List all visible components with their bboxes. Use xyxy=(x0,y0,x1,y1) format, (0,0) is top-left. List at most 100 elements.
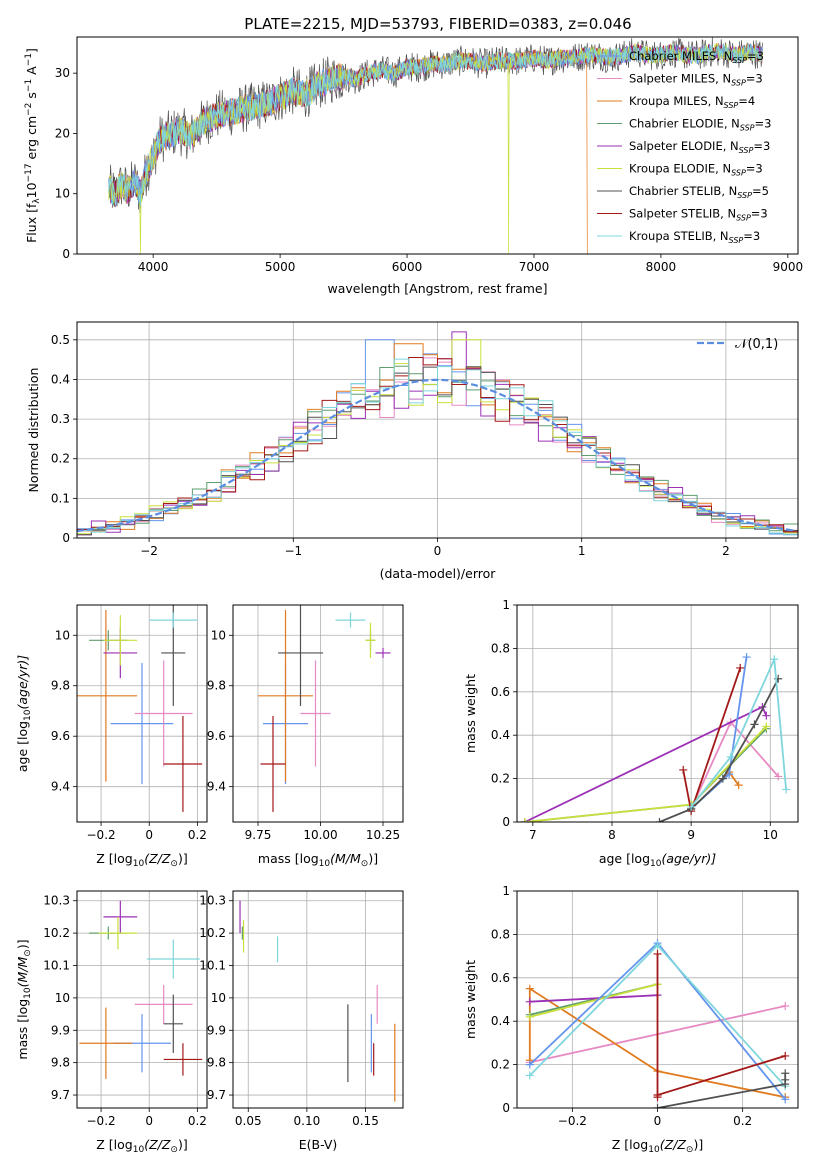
point-marker xyxy=(781,1069,790,1078)
errorbar-salpeter-stelib xyxy=(163,1043,203,1076)
x-tick-label: 4000 xyxy=(138,260,169,274)
axes-frame xyxy=(516,604,799,823)
plot-area xyxy=(108,37,763,254)
x-tick-label: 9 xyxy=(687,828,695,842)
axes-frame xyxy=(232,890,404,1109)
y-tick-label: 0.2 xyxy=(491,772,510,786)
errorbar-salpeter-elodie xyxy=(375,647,391,658)
series-line xyxy=(524,728,767,822)
point-marker xyxy=(762,711,771,720)
point-marker xyxy=(525,1071,534,1080)
y-tick-label: 9.6 xyxy=(51,729,70,743)
mass-vs-extinction-panel: 0.05 0.10 0.15 9.7 9.8 9.9 10 10.1 10.2 10.3 E(B-V… xyxy=(199,890,404,1152)
axes-frame xyxy=(76,321,799,539)
x-tick-label: 0 xyxy=(434,544,442,558)
axes-frame xyxy=(516,890,799,1109)
x-tick-label: 10.00 xyxy=(303,828,337,842)
y-tick-label: 0.2 xyxy=(491,1058,510,1072)
series-kroupa-miles xyxy=(687,768,743,813)
y-axis-label: Flux [fλ10−17 erg cm−2 s−1 A−1] xyxy=(24,48,42,243)
series-kroupa-stelib xyxy=(687,655,791,811)
series-chabrier-stelib xyxy=(655,674,783,822)
point-marker xyxy=(742,653,751,662)
x-tick-label: 8000 xyxy=(646,260,677,274)
series-salpeter-stelib xyxy=(653,949,790,1102)
series-chabrier-stelib xyxy=(653,1069,790,1108)
x-axis-label: mass [log10(M/M⊙)] xyxy=(258,851,378,869)
x-tick-label: 0.10 xyxy=(294,1114,321,1128)
errorbar-kroupa-stelib xyxy=(335,612,366,628)
legend-label: 𝒩(0,1) xyxy=(735,337,778,352)
y-tick-label: 10.1 xyxy=(199,958,226,972)
y-tick-label: 10 xyxy=(55,187,70,201)
y-tick-label: 9.8 xyxy=(207,679,226,693)
errorbar-salpeter-miles xyxy=(300,660,331,767)
spectrum-panel: 4000 5000 6000 7000 8000 9000 0 10 20 30 wavelengt… xyxy=(24,36,804,296)
y-axis-label: age [log10(age/yr)] xyxy=(15,655,33,772)
point-marker xyxy=(525,1060,534,1069)
x-tick-label: 9000 xyxy=(773,260,804,274)
x-tick-label: 5000 xyxy=(265,260,296,274)
series-line xyxy=(659,678,779,822)
x-tick-label: 0.15 xyxy=(352,1114,379,1128)
residuals-panel: −2 −1 0 1 2 0 0.1 0.2 0.3 0.4 0.5 (data-model)/erro… xyxy=(26,321,799,581)
x-tick-label: 7 xyxy=(529,828,537,842)
errorbar-salpeter-miles xyxy=(134,660,193,767)
y-tick-label: 10.3 xyxy=(43,894,70,908)
errorbar-kroupa-miles xyxy=(77,610,138,782)
point-marker xyxy=(762,722,771,731)
errorbar-chabrier-stelib xyxy=(278,605,323,706)
point-marker xyxy=(687,802,696,811)
y-axis-label: mass weight xyxy=(463,674,478,753)
x-tick-label: 0 xyxy=(145,828,153,842)
y-tick-label: 0.6 xyxy=(491,971,510,985)
y-tick-label: 10.1 xyxy=(43,958,70,972)
y-tick-label: 0.4 xyxy=(491,1014,510,1028)
x-tick-label: 0.2 xyxy=(188,1114,207,1128)
point-marker xyxy=(781,1095,790,1104)
errorbar-kroupa-elodie xyxy=(103,615,138,666)
y-axis-label: mass weight xyxy=(463,960,478,1039)
x-tick-label: −1 xyxy=(284,544,302,558)
x-tick-label: 9.75 xyxy=(245,828,272,842)
y-tick-label: 0.4 xyxy=(51,372,70,386)
series-line xyxy=(657,1073,787,1108)
point-marker xyxy=(525,984,534,993)
y-tick-label: 9.7 xyxy=(51,1088,70,1102)
errorbar-kroupa-miles xyxy=(258,610,313,782)
y-tick-label: 0.5 xyxy=(51,333,70,347)
x-tick-label: 10.25 xyxy=(366,828,400,842)
point-marker xyxy=(781,1002,790,1011)
y-tick-label: 0 xyxy=(502,1101,510,1115)
y-tick-label: 10 xyxy=(55,991,70,1005)
y-tick-label: 9.4 xyxy=(207,780,226,794)
point-marker xyxy=(725,770,734,779)
y-tick-label: 0.4 xyxy=(491,728,510,742)
errorbar-kroupa-elodie xyxy=(98,916,138,950)
x-tick-label: 2 xyxy=(722,544,730,558)
y-tick-label: 9.8 xyxy=(207,1056,226,1070)
errorbar-salpeter-stelib xyxy=(163,716,203,812)
x-tick-label: −0.2 xyxy=(87,828,116,842)
y-tick-label: 0 xyxy=(62,247,70,261)
point-marker xyxy=(782,785,791,794)
axes-frame xyxy=(76,604,208,823)
y-tick-label: 0 xyxy=(62,531,70,545)
point-marker xyxy=(750,720,759,729)
x-axis-label: (data-model)/error xyxy=(380,566,497,581)
x-tick-label: 0 xyxy=(654,1114,662,1128)
series-salpeter-elodie xyxy=(520,702,771,822)
point-marker xyxy=(736,663,745,672)
y-tick-label: 9.8 xyxy=(51,679,70,693)
y-axis-label: Normed distribution xyxy=(26,368,41,493)
normal-legend: 𝒩(0,1) xyxy=(697,337,778,352)
series-chabrier-elodie xyxy=(520,724,771,822)
y-tick-label: 9.9 xyxy=(51,1023,70,1037)
axes-frame xyxy=(76,890,208,1109)
x-axis-label: Z [log10(Z/Z⊙)] xyxy=(96,1137,187,1155)
point-marker xyxy=(770,655,779,664)
spectrum-line-kroupa-stelib xyxy=(108,43,763,207)
errorbar-salpeter-miles xyxy=(134,984,193,1024)
axes-frame xyxy=(76,36,799,255)
y-tick-label: 9.4 xyxy=(51,780,70,794)
